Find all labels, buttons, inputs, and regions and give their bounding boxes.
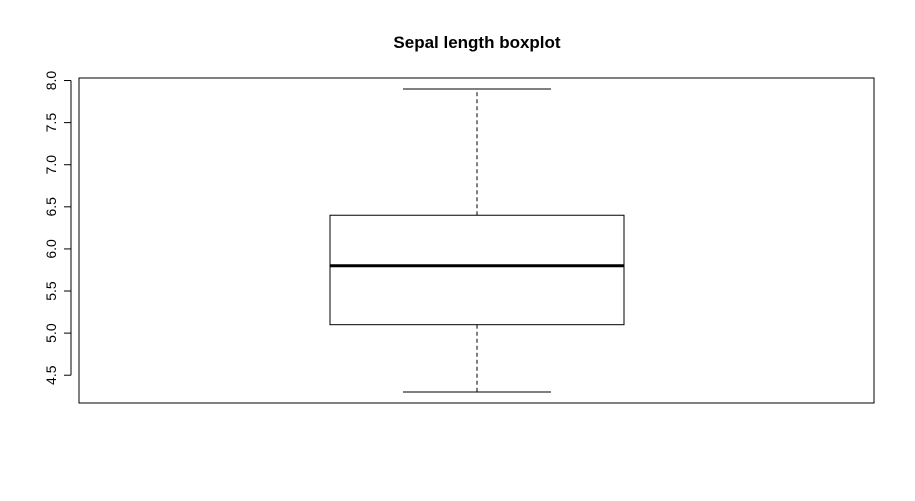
y-tick-label: 7.0 — [43, 155, 59, 175]
y-tick-label: 8.0 — [43, 71, 59, 91]
y-tick-label: 6.0 — [43, 239, 59, 259]
y-tick-label: 6.5 — [43, 197, 59, 217]
y-axis: 4.5 5.0 5.5 6.0 6.5 7.0 7.5 8.0 — [43, 71, 72, 385]
plot-frame — [78, 77, 875, 404]
y-tick-label: 4.5 — [43, 365, 59, 385]
y-tick-label: 5.5 — [43, 281, 59, 301]
box-group — [329, 88, 625, 393]
chart-title: Sepal length boxplot — [393, 33, 561, 52]
iqr-box — [329, 214, 625, 326]
y-tick-label: 7.5 — [43, 113, 59, 133]
y-tick-label: 5.0 — [43, 323, 59, 343]
